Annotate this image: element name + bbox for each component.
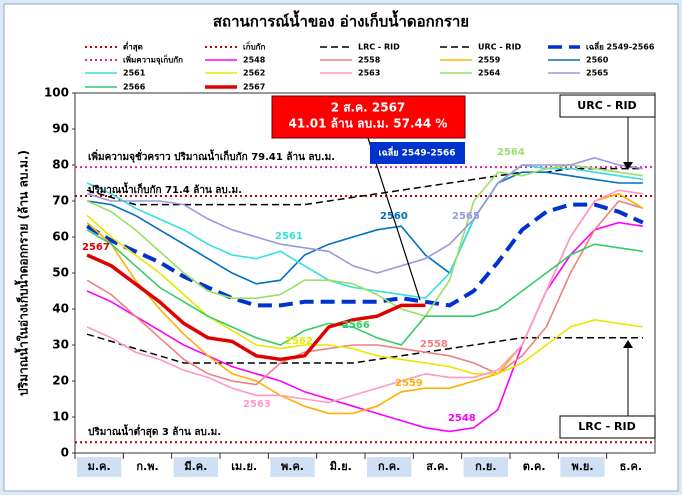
series-line: [86, 156, 644, 274]
month-box: [318, 457, 363, 477]
month-box: [560, 457, 605, 477]
y-tick-label: 90: [52, 122, 69, 136]
x-tick-label: เม.ย.: [231, 460, 257, 473]
x-tick-label: มี.ค.: [184, 460, 207, 473]
legend-label: 2560: [586, 56, 609, 65]
x-tick-label: ก.ค.: [378, 460, 400, 473]
series-line: [86, 164, 644, 318]
series-label: 2566: [342, 320, 370, 331]
legend-label: 2548: [243, 56, 266, 65]
month-box: [463, 457, 508, 477]
y-tick-label: 80: [52, 158, 69, 172]
x-tick-label: พ.ค.: [281, 460, 304, 473]
month-box: [125, 457, 170, 477]
month-box: [415, 457, 460, 477]
series-label: 2561: [275, 231, 303, 242]
month-box: [77, 457, 122, 477]
y-tick-label: 0: [61, 446, 69, 460]
series-label: 2548: [448, 413, 476, 424]
legend-label: 2562: [243, 69, 265, 78]
series-label: 2563: [243, 399, 271, 410]
series-label: 2560: [380, 211, 408, 222]
x-tick-label: ม.ค.: [88, 460, 111, 473]
avg-box: [370, 142, 465, 164]
annotation: 41.01 ล้าน ลบ.ม. 57.44 %: [289, 117, 448, 131]
x-tick-label: ก.พ.: [136, 460, 158, 473]
chart-title: สถานการณ์น้ำของ อ่างเก็บน้ำดอกกราย: [213, 10, 469, 31]
y-tick-label: 70: [52, 194, 69, 208]
legend-label: 2559: [478, 56, 501, 65]
y-tick-label: 20: [52, 374, 69, 388]
legend-label: 2564: [478, 69, 501, 78]
y-tick-label: 40: [52, 302, 69, 316]
legend-label: LRC - RID: [358, 43, 400, 52]
arrow-head: [623, 162, 633, 170]
legend-label: URC - RID: [478, 43, 522, 52]
series-line: [86, 202, 644, 308]
y-axis-label: ปริมาณน้ำในอ่างเก็บน้ำดอกกราย (ล้าน ลบ.ม…: [14, 150, 31, 396]
y-tick-label: 100: [44, 86, 69, 100]
plot-area: [74, 92, 656, 454]
month-box: [608, 457, 653, 477]
annotation: 2 ส.ค. 2567: [331, 101, 406, 115]
series-label: 2562: [285, 336, 313, 347]
x-tick-label: มิ.ย.: [330, 460, 352, 473]
legend-label: 2566: [123, 83, 146, 92]
callout-line: [367, 137, 421, 301]
month-box: [173, 457, 218, 477]
x-tick-label: ต.ค.: [523, 460, 546, 473]
series-line: [86, 229, 644, 346]
series-label: 2558: [420, 339, 448, 350]
y-tick-label: 60: [52, 230, 69, 244]
series-line: [86, 171, 643, 285]
y-tick-label: 30: [52, 338, 69, 352]
x-tick-label: ธ.ค.: [620, 460, 642, 473]
y-tick-label: 10: [52, 410, 69, 424]
x-tick-label: ส.ค.: [426, 460, 448, 473]
month-box: [367, 457, 412, 477]
series-line: [86, 253, 426, 362]
annotation: เพิ่มความจุชั่วคราว ปริมาณน้ำเก็บกัก 79.…: [88, 149, 335, 163]
legend-label: ต่ำสุด: [123, 41, 143, 53]
legend-label: เฉลี่ย 2549-2566: [586, 41, 655, 52]
x-tick-label: พ.ย.: [571, 460, 593, 473]
arrow-head: [623, 340, 633, 348]
annotation: ปริมาณน้ำต่ำสุด 3 ล้าน ลบ.ม.: [88, 424, 221, 438]
series-line: [86, 214, 644, 375]
x-tick-label: ก.ย.: [475, 460, 496, 473]
legend-label: 2567: [243, 83, 265, 92]
legend-label: เพิ่มความจุเก็บกัก: [123, 54, 183, 66]
annotation: เฉลี่ย 2549-2566: [379, 146, 456, 159]
legend-label: 2558: [358, 56, 381, 65]
month-box: [512, 457, 557, 477]
month-box: [270, 457, 315, 477]
y-tick-label: 50: [52, 266, 69, 280]
urc-box: [559, 94, 656, 118]
series-line: [86, 189, 644, 404]
legend-label: 2565: [586, 69, 609, 78]
series-line: [86, 200, 644, 386]
series-label: 2559: [395, 378, 423, 389]
annotation: URC - RID: [577, 99, 636, 112]
legend-label: เก็บกัก: [243, 41, 266, 52]
callout-box: [271, 95, 466, 139]
annotation: ปริมาณน้ำเก็บกัก 71.4 ล้าน ลบ.ม.: [88, 182, 242, 196]
series-label: 2567: [82, 242, 110, 253]
series-label: 2564: [497, 147, 525, 158]
legend-label: 2563: [358, 69, 380, 78]
lrc-box: [559, 415, 656, 439]
annotation: LRC - RID: [578, 420, 635, 433]
series-label: 2565: [452, 211, 480, 222]
legend-label: 2561: [123, 69, 146, 78]
month-box: [222, 457, 267, 477]
